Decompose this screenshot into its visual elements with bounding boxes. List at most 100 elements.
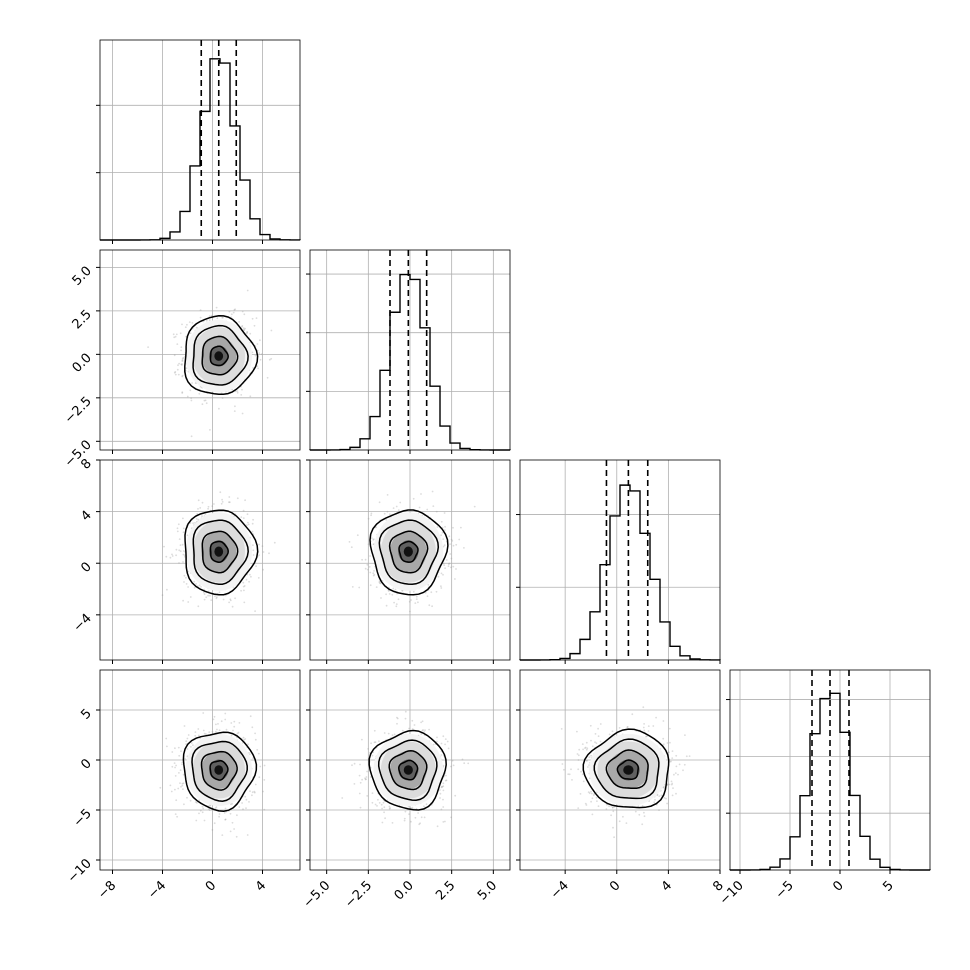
scatter-point	[192, 744, 194, 746]
scatter-point	[379, 582, 382, 585]
scatter-point	[242, 327, 245, 329]
scatter-point	[203, 819, 206, 822]
scatter-point	[211, 730, 214, 733]
panel-2-1	[306, 459, 511, 664]
scatter-point	[210, 599, 213, 601]
scatter-point	[256, 343, 259, 345]
scatter-point	[184, 326, 187, 329]
scatter-point	[179, 544, 182, 546]
scatter-point	[224, 807, 227, 810]
scatter-point	[247, 523, 250, 526]
scatter-point	[397, 598, 400, 601]
scatter-point	[452, 544, 455, 547]
scatter-point	[443, 529, 446, 531]
scatter-point	[254, 783, 257, 786]
density-level-4	[403, 546, 413, 557]
scatter-point	[177, 523, 180, 526]
scatter-point	[245, 578, 248, 581]
scatter-point	[166, 588, 168, 591]
scatter-point	[377, 798, 379, 801]
scatter-point	[228, 496, 231, 498]
scatter-point	[411, 728, 414, 730]
scatter-point	[194, 734, 197, 737]
scatter-point	[189, 389, 192, 392]
scatter-point	[169, 784, 172, 787]
scatter-point	[243, 589, 245, 592]
scatter-point	[251, 794, 253, 797]
contour-3	[209, 345, 229, 367]
scatter-point	[383, 732, 386, 734]
scatter-point	[410, 599, 412, 601]
scatter-point	[256, 748, 259, 751]
scatter-point	[249, 790, 251, 792]
scatter-point	[177, 364, 179, 367]
scatter-point	[243, 738, 246, 741]
scatter-point	[175, 548, 178, 551]
scatter-point	[450, 765, 452, 768]
scatter-point	[189, 799, 192, 802]
scatter-point	[207, 507, 210, 510]
scatter-point	[232, 311, 235, 314]
scatter-point	[660, 794, 663, 797]
contour-3	[398, 540, 419, 563]
scatter-point	[175, 554, 178, 557]
scatter-point	[435, 510, 438, 513]
scatter-point	[242, 585, 245, 588]
scatter-point	[240, 589, 243, 592]
scatter-point	[182, 553, 185, 556]
scatter-point	[236, 814, 238, 817]
scatter-point	[221, 397, 224, 399]
scatter-point	[174, 371, 177, 373]
scatter-point	[241, 742, 244, 744]
scatter-point	[244, 499, 247, 502]
scatter-point	[186, 737, 189, 740]
scatter-point	[181, 360, 184, 362]
scatter-point	[193, 580, 196, 583]
scatter-point	[417, 601, 419, 604]
scatter-point	[177, 373, 180, 376]
scatter-point	[198, 392, 201, 395]
scatter-point	[378, 501, 381, 504]
scatter-point	[432, 505, 435, 507]
scatter-point	[404, 710, 407, 713]
scatter-point	[163, 545, 165, 548]
scatter-point	[384, 817, 386, 820]
scatter-point	[440, 587, 443, 589]
scatter-point	[248, 801, 250, 803]
scatter-point	[380, 597, 382, 599]
scatter-point	[233, 410, 236, 412]
scatter-point	[174, 747, 176, 750]
scatter-point	[373, 741, 376, 744]
scatter-point	[372, 572, 375, 575]
scatter-point	[392, 587, 395, 590]
scatter-point	[173, 762, 176, 764]
panel-1-0	[96, 249, 301, 454]
scatter-point	[251, 791, 254, 794]
scatter-point	[220, 720, 223, 723]
scatter-point	[254, 354, 257, 357]
scatter-point	[391, 734, 394, 737]
scatter-point	[173, 336, 176, 339]
scatter-point	[618, 820, 621, 823]
scatter-point	[391, 593, 394, 596]
contour-0	[184, 315, 259, 396]
scatter-point	[341, 797, 344, 799]
scatter-point	[395, 605, 398, 608]
scatter-point	[399, 501, 402, 504]
histogram-0	[100, 58, 301, 241]
scatter-point	[252, 518, 255, 521]
scatter-point	[359, 806, 362, 809]
scatter-point	[176, 815, 179, 818]
scatter-point	[190, 746, 192, 748]
scatter-point	[671, 750, 674, 752]
scatter-point	[175, 799, 178, 802]
scatter-point	[366, 563, 369, 566]
scatter-point	[170, 790, 173, 793]
scatter-point	[181, 364, 183, 366]
scatter-point	[463, 547, 465, 549]
scatter-point	[244, 738, 247, 740]
scatter-point	[171, 555, 174, 557]
scatter-point	[181, 543, 184, 546]
scatter-point	[590, 754, 592, 757]
scatter-point	[251, 351, 254, 354]
